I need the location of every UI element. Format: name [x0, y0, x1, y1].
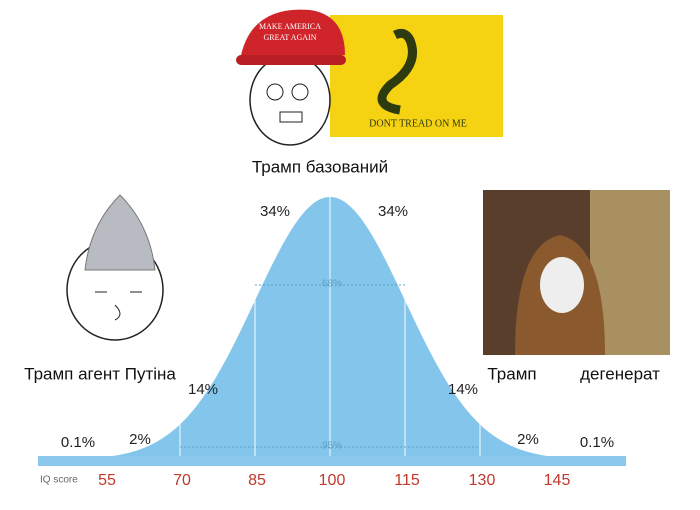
caption: Трамп агент Путіна: [24, 364, 176, 383]
flag-text: DONT TREAD ON ME: [369, 118, 467, 129]
percent-label: 34%: [260, 203, 290, 220]
iq-tick: 100: [319, 472, 346, 489]
caption: дегенерат: [580, 364, 660, 383]
iq-tick: 55: [98, 472, 116, 489]
tinfoil-hat: [84, 194, 156, 271]
teeth: [279, 111, 303, 123]
percent-label: 2%: [517, 431, 539, 448]
percent-label: 2%: [129, 431, 151, 448]
percent-label: 14%: [448, 381, 478, 398]
inner-label: 95%: [322, 441, 342, 452]
iq-tick: 70: [173, 472, 191, 489]
hat-text: GREAT AGAIN: [264, 33, 317, 42]
percent-label: 14%: [188, 381, 218, 398]
base-strip: [38, 456, 626, 466]
percent-label: 34%: [378, 203, 408, 220]
face: [540, 257, 584, 313]
hat-text: MAKE AMERICA: [259, 22, 321, 31]
wojak-head: [249, 54, 331, 146]
curve-area: [38, 197, 626, 460]
iq-tick: 130: [469, 472, 496, 489]
percent-label: 0.1%: [580, 434, 614, 451]
inner-label: 68%: [322, 279, 342, 290]
snake: [377, 28, 417, 115]
glasses: [266, 83, 284, 101]
iq-tick: 85: [248, 472, 266, 489]
gadsden-flag: [330, 15, 503, 137]
iq-tick: 115: [394, 472, 420, 489]
hat-brim: [236, 55, 346, 65]
maga-hat: [240, 9, 345, 60]
caption: Трамп базований: [252, 157, 388, 176]
glasses: [291, 83, 309, 101]
iq-tick: 145: [544, 472, 571, 489]
axis-label: IQ score: [40, 475, 78, 486]
percent-label: 0.1%: [61, 434, 95, 451]
caption: Трамп: [487, 364, 536, 383]
face: [95, 291, 142, 321]
